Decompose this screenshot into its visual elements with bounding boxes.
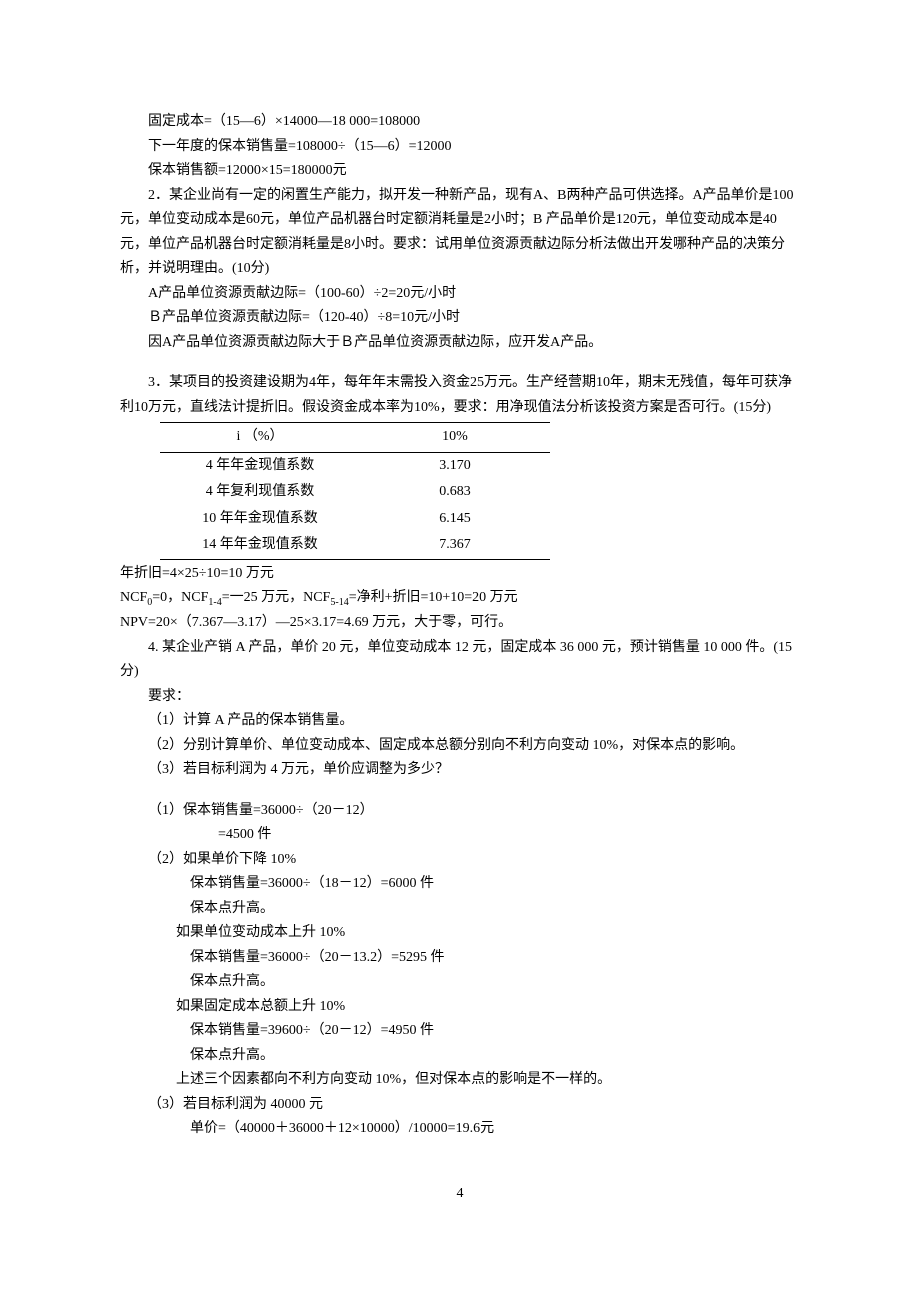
s4-a3-line2: 单价=（40000＋36000＋12×10000）/10000=19.6元 (120, 1117, 800, 1142)
s4-a1-line2: =4500 件 (120, 823, 800, 848)
s2-line3: 因A产品单位资源贡献边际大于Ｂ产品单位资源贡献边际，应开发A产品。 (120, 331, 800, 356)
s4-a2-line8: 保本销售量=39600÷（20－12）=4950 件 (120, 1019, 800, 1044)
s4-req1: （1）计算 A 产品的保本销售量。 (120, 709, 800, 734)
cell-value: 7.367 (360, 532, 550, 559)
table-header: i （%） 10% (160, 423, 550, 453)
s4-a1-line1: （1）保本销售量=36000÷（20－12） (120, 799, 800, 824)
s4-a2-line3: 保本点升高。 (120, 897, 800, 922)
cell-label: 4 年复利现值系数 (160, 479, 360, 506)
s4-a2-line6: 保本点升高。 (120, 970, 800, 995)
s2-line1: A产品单位资源贡献边际=（100-60）÷2=20元/小时 (120, 282, 800, 307)
s1-line2: 下一年度的保本销售量=108000÷（15—6）=12000 (120, 135, 800, 160)
cell-label: 10 年年金现值系数 (160, 506, 360, 533)
th-i: i （%） (160, 423, 360, 453)
table-row: 4 年复利现值系数 0.683 (160, 479, 550, 506)
s4-a2-line10: 上述三个因素都向不利方向变动 10%，但对保本点的影响是不一样的。 (120, 1068, 800, 1093)
s4-a2-line1: （2）如果单价下降 10% (120, 848, 800, 873)
page-number: 4 (120, 1182, 800, 1207)
table-row: 4 年年金现值系数 3.170 (160, 452, 550, 479)
cell-label: 4 年年金现值系数 (160, 452, 360, 479)
s4-a2-line7: 如果固定成本总额上升 10% (120, 995, 800, 1020)
s4-paragraph: 4. 某企业产销 A 产品，单价 20 元，单位变动成本 12 元，固定成本 3… (120, 636, 800, 685)
s4-a3-line1: （3）若目标利润为 40000 元 (120, 1093, 800, 1118)
s4-req3: （3）若目标利润为 4 万元，单价应调整为多少？ (120, 758, 800, 783)
s4-req: 要求： (120, 685, 800, 710)
s4-a2-line4: 如果单位变动成本上升 10% (120, 921, 800, 946)
coefficient-table: i （%） 10% 4 年年金现值系数 3.170 4 年复利现值系数 0.68… (160, 422, 550, 560)
s4-a2-line9: 保本点升高。 (120, 1044, 800, 1069)
table-row: 10 年年金现值系数 6.145 (160, 506, 550, 533)
s1-line1: 固定成本=（15—6）×14000—18 000=108000 (120, 110, 800, 135)
cell-value: 6.145 (360, 506, 550, 533)
s3-paragraph: 3．某项目的投资建设期为4年，每年年末需投入资金25万元。生产经营期10年，期末… (120, 371, 800, 420)
s4-a2-line2: 保本销售量=36000÷（18－12）=6000 件 (120, 872, 800, 897)
cell-label: 14 年年金现值系数 (160, 532, 360, 559)
s4-req2: （2）分别计算单价、单位变动成本、固定成本总额分别向不利方向变动 10%，对保本… (120, 734, 800, 759)
s2-paragraph: 2．某企业尚有一定的闲置生产能力，拟开发一种新产品，现有A、B两种产品可供选择。… (120, 184, 800, 282)
s4-a2-line5: 保本销售量=36000÷（20－13.2）=5295 件 (120, 946, 800, 971)
cell-value: 0.683 (360, 479, 550, 506)
s2-line2: Ｂ产品单位资源贡献边际=（120-40）÷8=10元/小时 (120, 306, 800, 331)
s3-line2: NCF0=0，NCF1-4=一25 万元，NCF5-14=净利+折旧=10+10… (120, 586, 800, 611)
table-row: 14 年年金现值系数 7.367 (160, 532, 550, 559)
s3-line1: 年折旧=4×25÷10=10 万元 (120, 562, 800, 587)
s1-line3: 保本销售额=12000×15=180000元 (120, 159, 800, 184)
cell-value: 3.170 (360, 452, 550, 479)
th-10pct: 10% (360, 423, 550, 453)
s3-line3: NPV=20×（7.367—3.17）—25×3.17=4.69 万元，大于零，… (120, 611, 800, 636)
